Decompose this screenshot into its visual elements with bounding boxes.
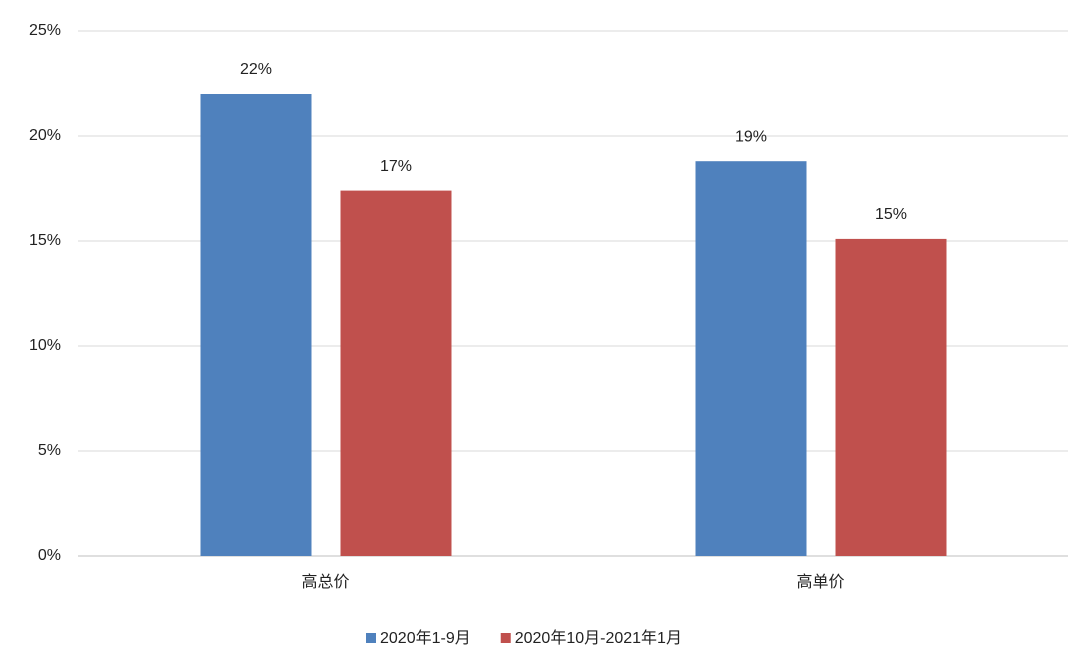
y-tick-label: 15% [29,232,61,249]
y-tick-label: 20% [29,127,61,144]
x-tick-label: 高总价 [301,573,349,591]
value-label: 17% [380,158,412,175]
bar [340,190,452,556]
legend-label: 2020年1-9月 [380,629,471,647]
y-tick-label: 0% [38,547,61,564]
y-tick-label: 10% [29,337,61,354]
y-tick-label: 25% [29,22,61,39]
bar [695,161,807,556]
x-tick-label: 高单价 [796,573,844,591]
value-label: 15% [875,206,907,223]
value-label: 22% [240,61,272,78]
legend-swatch [366,633,376,643]
legend-label: 2020年10月-2021年1月 [515,629,682,647]
bar [200,94,312,556]
legend-swatch [500,633,511,643]
bar [835,238,947,556]
y-tick-label: 5% [38,442,61,459]
value-label: 19% [735,128,767,145]
